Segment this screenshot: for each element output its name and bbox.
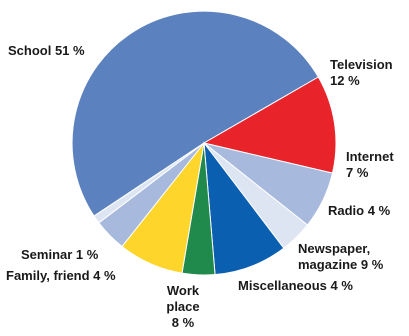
- slice-label-school: School 51 %: [8, 43, 85, 58]
- slice-label-radio: Radio 4 %: [328, 203, 391, 218]
- slice-label-work-place: Work place 8 %: [166, 283, 200, 330]
- slice-label-internet: Internet 7 %: [346, 149, 394, 180]
- pie-slice-seminar: [93, 142, 205, 224]
- pie-slice-school: [71, 10, 320, 217]
- slice-label-seminar: Seminar 1 %: [21, 247, 99, 262]
- pie-labels: School 51 % Television 12 % Internet 7 % Radi…: [6, 43, 394, 330]
- slice-label-family-friend: Family, friend 4 %: [6, 268, 116, 283]
- slice-label-miscellaneous: Miscellaneous 4 %: [238, 278, 353, 293]
- pie-slices: [71, 10, 337, 276]
- slice-label-newspaper-magazine: Newspaper, magazine 9 %: [298, 241, 384, 272]
- pie-slice-television: [202, 76, 337, 174]
- slice-label-television: Television 12 %: [330, 57, 393, 88]
